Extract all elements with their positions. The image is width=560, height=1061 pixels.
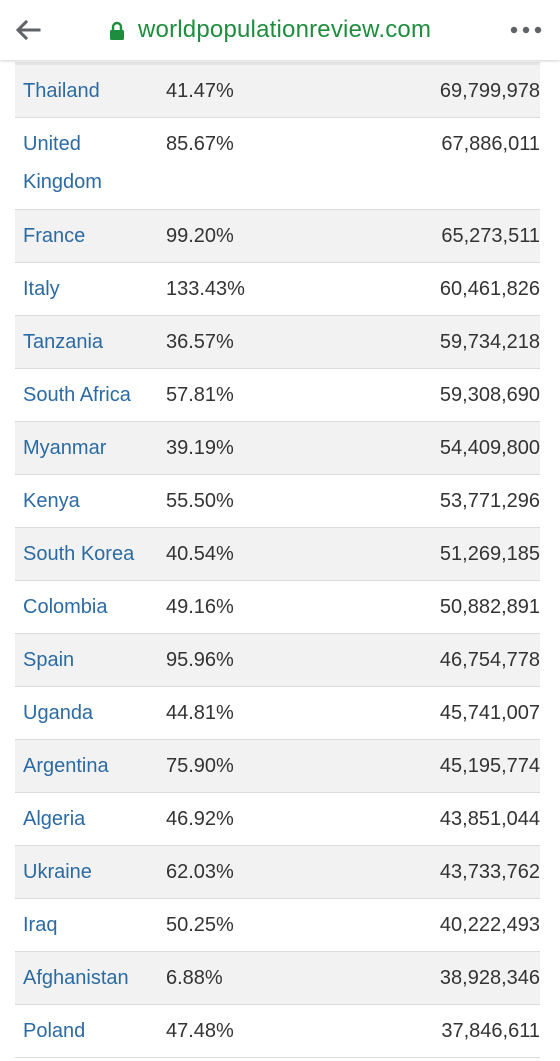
table-row: South Korea 40.54% 51,269,185 [15, 528, 540, 581]
percent-cell: 85.67% [166, 133, 234, 155]
population-cell: 54,409,800 [439, 437, 540, 459]
country-link[interactable]: Tanzania [23, 331, 104, 353]
address-bar[interactable]: worldpopulationreview.com [108, 12, 431, 48]
percent-cell: 44.81% [166, 702, 234, 724]
back-button[interactable] [10, 12, 46, 48]
country-link[interactable]: Argentina [23, 755, 109, 777]
percent-cell: 6.88% [166, 967, 223, 989]
country-link[interactable]: Ukraine [23, 861, 92, 883]
percent-cell: 133.43% [166, 278, 245, 300]
percent-cell: 62.03% [166, 861, 234, 883]
population-cell: 59,308,690 [439, 384, 540, 406]
population-cell: 60,461,826 [439, 278, 540, 300]
percent-cell: 40.54% [166, 543, 234, 565]
population-cell: 67,886,011 [441, 133, 540, 155]
table-row: Tanzania 36.57% 59,734,218 [15, 316, 540, 369]
url-text: worldpopulationreview.com [138, 16, 432, 43]
country-link[interactable]: Iraq [23, 914, 58, 936]
table-row: Spain 95.96% 46,754,778 [15, 634, 540, 687]
table-row: Thailand 41.47% 69,799,978 [15, 65, 540, 118]
population-cell: 45,195,774 [439, 755, 540, 777]
table-row: South Africa 57.81% 59,308,690 [15, 369, 540, 422]
country-link[interactable]: Uganda [23, 702, 94, 724]
browser-toolbar: worldpopulationreview.com [0, 0, 560, 60]
population-cell: 38,928,346 [439, 967, 540, 989]
percent-cell: 99.20% [166, 225, 234, 247]
percent-cell: 95.96% [166, 649, 234, 671]
percent-cell: 41.47% [166, 80, 234, 102]
country-link[interactable]: Colombia [23, 596, 108, 618]
population-cell: 40,222,493 [439, 914, 540, 936]
population-cell: 65,273,511 [441, 225, 540, 247]
lock-icon [108, 19, 126, 41]
percent-cell: 49.16% [166, 596, 234, 618]
percent-cell: 57.81% [166, 384, 234, 406]
population-cell: 46,754,778 [439, 649, 540, 671]
population-cell: 43,733,762 [439, 861, 540, 883]
country-link[interactable]: Afghanistan [23, 967, 129, 989]
table-top-edge [15, 62, 540, 65]
population-cell: 50,882,891 [439, 596, 540, 618]
country-link[interactable]: Italy [23, 278, 60, 300]
table-row: Poland 47.48% 37,846,611 [15, 1005, 540, 1058]
table-row: Ukraine 62.03% 43,733,762 [15, 846, 540, 899]
table-row: Myanmar 39.19% 54,409,800 [15, 422, 540, 475]
table-row: Algeria 46.92% 43,851,044 [15, 793, 540, 846]
table-row: Afghanistan 6.88% 38,928,346 [15, 952, 540, 1005]
country-link[interactable]: South Africa [23, 384, 131, 406]
more-horizontal-icon [510, 26, 542, 34]
country-link[interactable]: Poland [23, 1020, 86, 1042]
country-link[interactable]: South Korea [23, 543, 135, 565]
table-row: United Kingdom 85.67% 67,886,011 [15, 118, 540, 210]
table-row: Colombia 49.16% 50,882,891 [15, 581, 540, 634]
menu-button[interactable] [504, 12, 548, 48]
country-link[interactable]: Spain [23, 649, 75, 671]
country-link[interactable]: Kenya [23, 490, 80, 512]
percent-cell: 47.48% [166, 1020, 234, 1042]
country-link[interactable]: France [23, 225, 86, 247]
table-row: Argentina 75.90% 45,195,774 [15, 740, 540, 793]
percent-cell: 39.19% [166, 437, 234, 459]
population-cell: 69,799,978 [439, 80, 540, 102]
country-link[interactable]: United Kingdom [23, 133, 102, 193]
population-cell: 37,846,611 [441, 1020, 540, 1042]
table-row: Kenya 55.50% 53,771,296 [15, 475, 540, 528]
country-link[interactable]: Thailand [23, 80, 100, 102]
table-row: Uganda 44.81% 45,741,007 [15, 687, 540, 740]
percent-cell: 46.92% [166, 808, 234, 830]
table-row: Iraq 50.25% 40,222,493 [15, 899, 540, 952]
percent-cell: 55.50% [166, 490, 234, 512]
country-link[interactable]: Algeria [23, 808, 86, 830]
arrow-left-icon [15, 19, 41, 41]
percent-cell: 75.90% [166, 755, 234, 777]
table-row: France 99.20% 65,273,511 [15, 210, 540, 263]
population-table: Thailand 41.47% 69,799,978 United Kingdom 85… [15, 65, 540, 1058]
percent-cell: 50.25% [166, 914, 234, 936]
population-cell: 51,269,185 [439, 543, 540, 565]
population-cell: 53,771,296 [439, 490, 540, 512]
table-row: Italy 133.43% 60,461,826 [15, 263, 540, 316]
population-cell: 59,734,218 [439, 331, 540, 353]
population-cell: 43,851,044 [439, 808, 540, 830]
percent-cell: 36.57% [166, 331, 234, 353]
population-cell: 45,741,007 [439, 702, 540, 724]
country-link[interactable]: Myanmar [23, 437, 107, 459]
